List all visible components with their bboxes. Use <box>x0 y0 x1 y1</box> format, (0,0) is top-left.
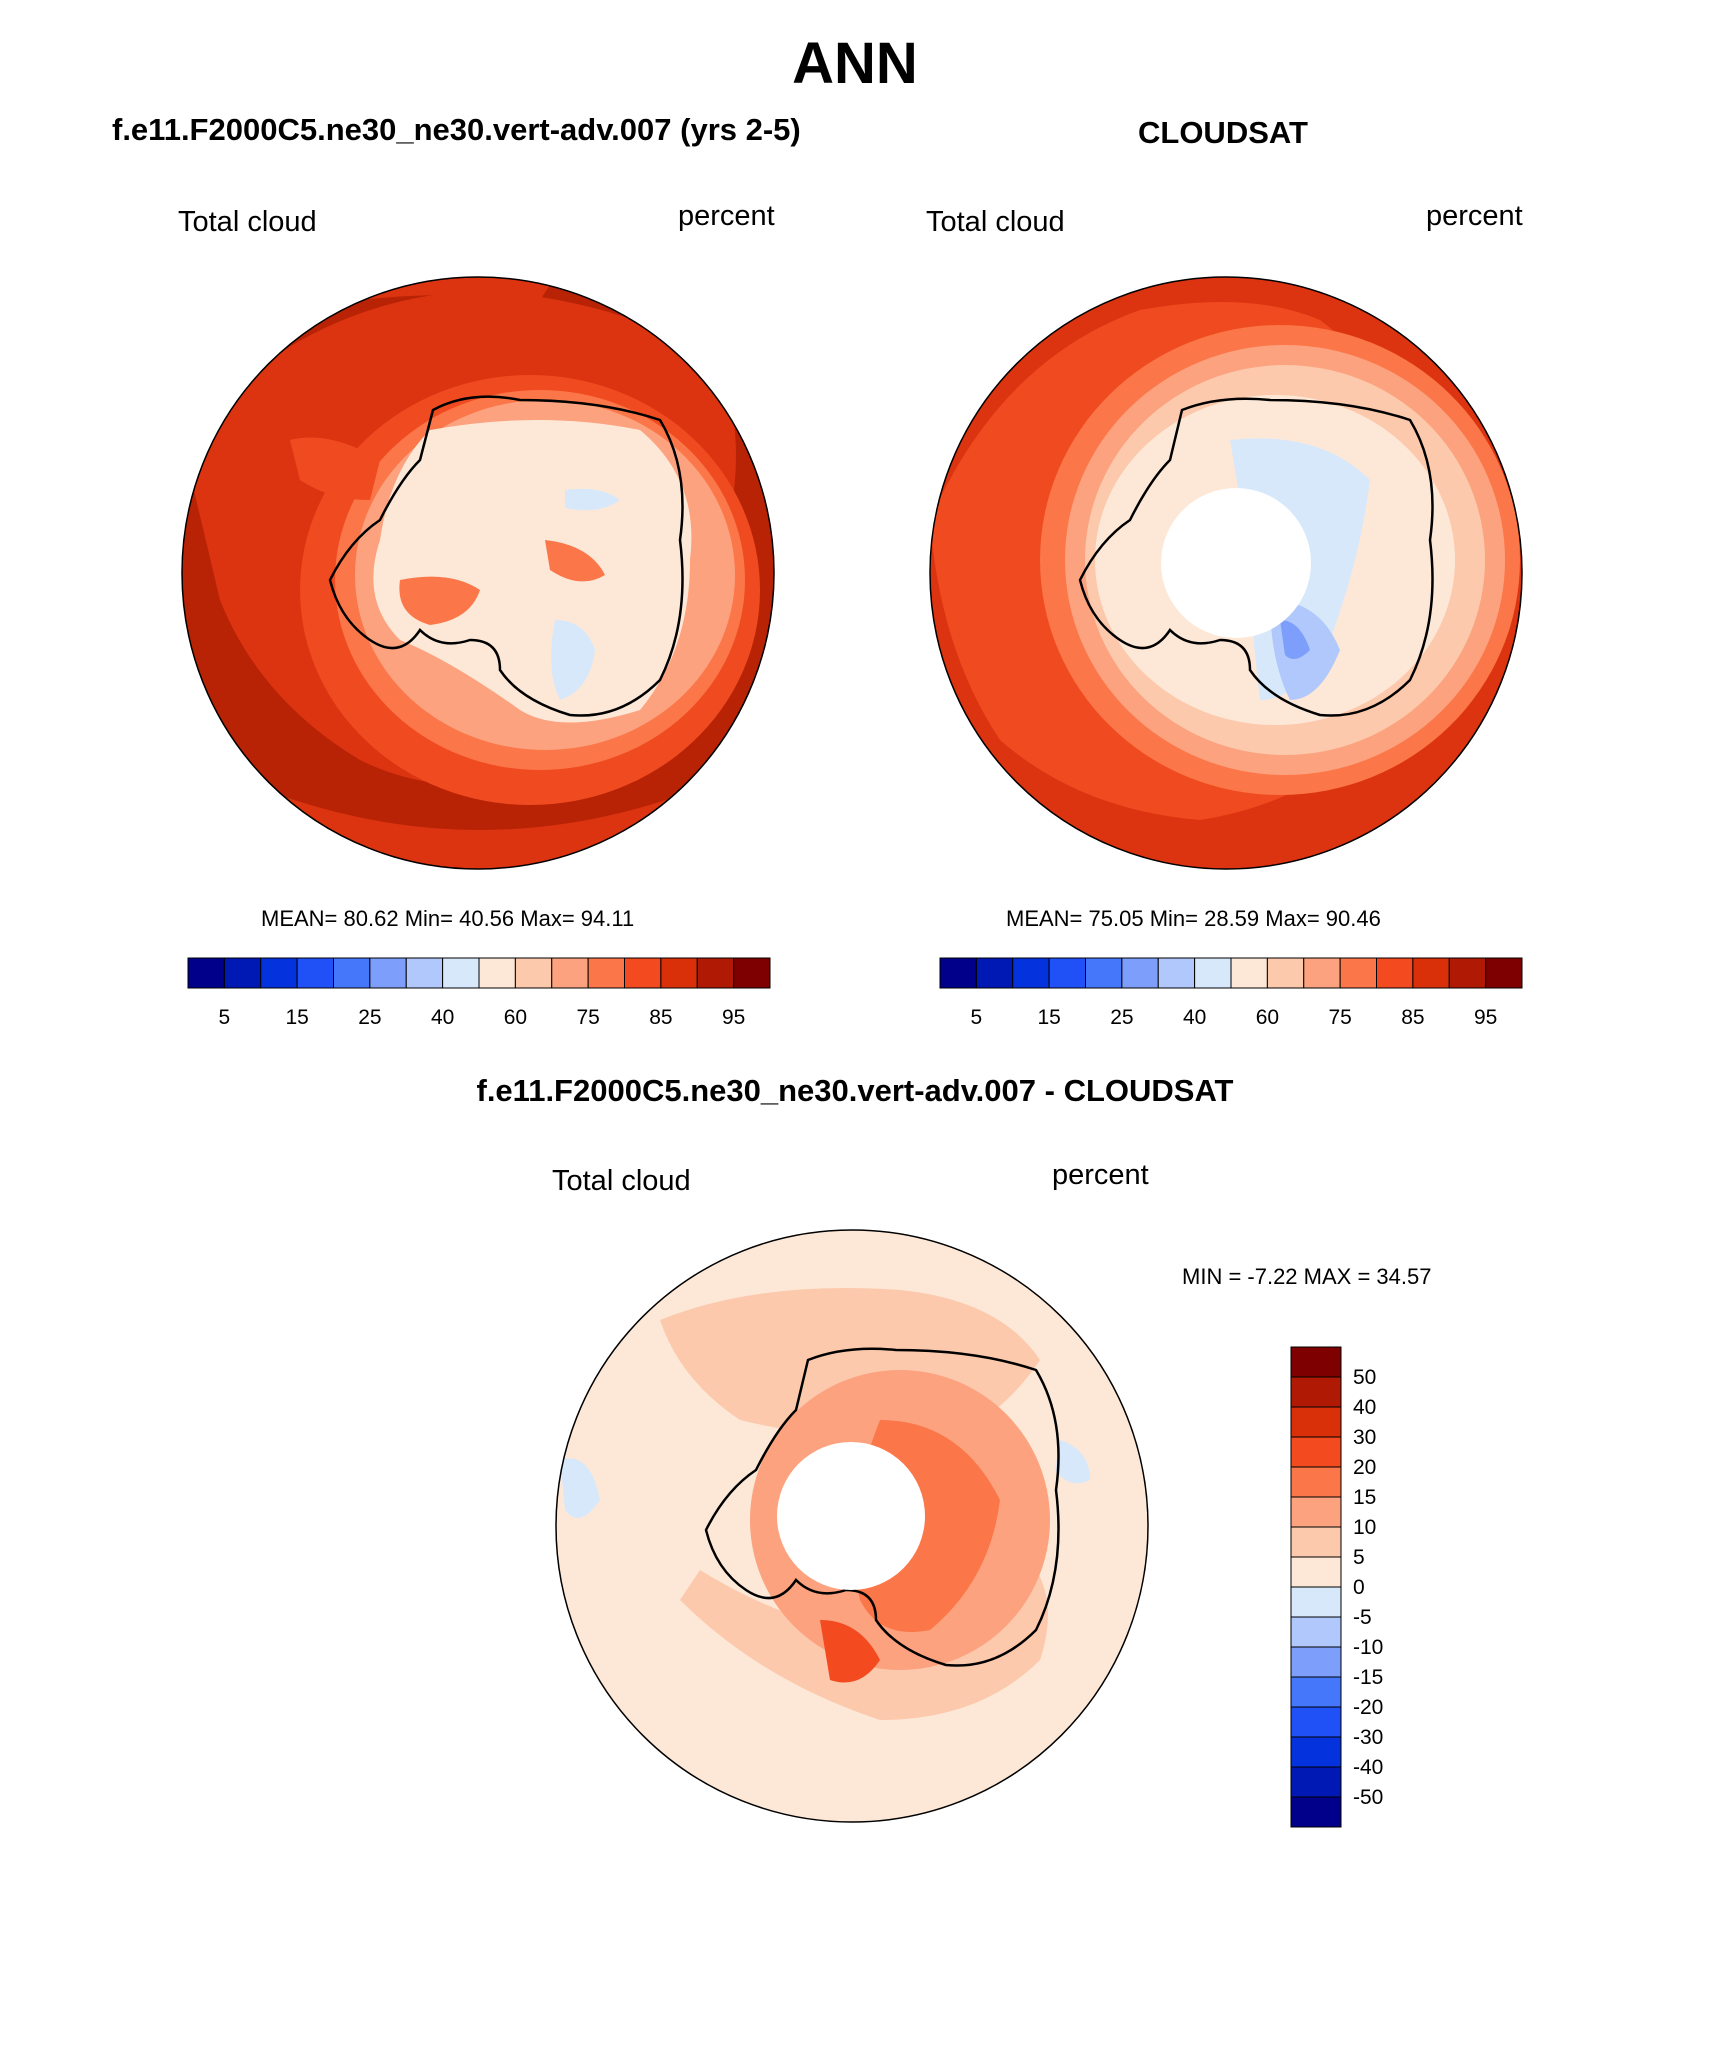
diff-colorbar-swatch <box>1290 1706 1342 1738</box>
test-stats: MEAN= 80.62 Min= 40.56 Max= 94.11 <box>261 906 635 931</box>
diff-colorbar-swatch <box>1290 1646 1342 1678</box>
diff-colorbar-tick-label: -40 <box>1353 1756 1383 1779</box>
test-colorbar-swatch <box>660 957 698 989</box>
test-colorbar-tick-label: 15 <box>285 1006 308 1029</box>
diff-colorbar-swatch <box>1290 1796 1342 1828</box>
diff-colorbar-tick-label: 15 <box>1353 1486 1376 1509</box>
test-colorbar-swatch <box>223 957 262 989</box>
figure-title: ANN <box>792 31 918 96</box>
test-colorbar-swatch <box>405 957 444 989</box>
diff-colorbar-tick-label: -30 <box>1353 1726 1383 1749</box>
diff-polar-map <box>556 1230 1148 1822</box>
test-colorbar-swatch <box>514 957 553 989</box>
test-colorbar-tick-label: 40 <box>431 1006 454 1029</box>
diff-colorbar-swatch <box>1290 1586 1342 1618</box>
test-colorbar: 5 15 25 40 60 75 85 95 <box>187 957 771 1029</box>
diff-colorbar-swatch <box>1290 1466 1342 1498</box>
diff-colorbar-tick-label: -5 <box>1353 1606 1372 1629</box>
diff-colorbar-tick-label: 40 <box>1353 1396 1376 1419</box>
diff-variable-label: Total cloud <box>552 1165 691 1197</box>
obs-colorbar-tick-label: 60 <box>1256 1006 1279 1029</box>
obs-colorbar-swatch <box>1266 957 1305 989</box>
obs-colorbar-tick-label: 40 <box>1183 1006 1206 1029</box>
diff-colorbar-tick-label: 5 <box>1353 1546 1365 1569</box>
diff-colorbar-swatch <box>1290 1676 1342 1708</box>
test-colorbar-swatch <box>587 957 625 989</box>
diff-colorbar-tick-label: -15 <box>1353 1666 1383 1689</box>
test-colorbar-tick-label: 95 <box>722 1006 745 1029</box>
obs-colorbar-swatch <box>1121 957 1159 989</box>
obs-colorbar-tick-label: 15 <box>1037 1006 1060 1029</box>
test-colorbar-swatch <box>733 957 771 989</box>
test-polar-map <box>182 277 774 869</box>
diff-colorbar-swatch <box>1290 1616 1342 1648</box>
diff-colorbar-tick-label: 0 <box>1353 1576 1365 1599</box>
obs-colorbar-swatch <box>1485 957 1523 989</box>
diff-colorbar-swatch <box>1290 1406 1342 1438</box>
obs-colorbar-swatch <box>1448 957 1487 989</box>
obs-colorbar-swatch <box>1085 957 1123 989</box>
test-units-label: percent <box>678 200 775 232</box>
test-colorbar-swatch <box>551 957 589 989</box>
diff-colorbar-swatch <box>1290 1556 1342 1588</box>
test-colorbar-swatch <box>296 957 334 989</box>
test-colorbar-swatch <box>478 957 516 989</box>
test-colorbar-swatch <box>442 957 480 989</box>
diff-colorbar-tick-label: -10 <box>1353 1636 1383 1659</box>
test-colorbar-swatch <box>333 957 371 989</box>
obs-colorbar-swatch <box>1048 957 1086 989</box>
obs-colorbar: 5 15 25 40 60 75 85 95 <box>939 957 1523 1029</box>
obs-colorbar-tick-label: 75 <box>1328 1006 1351 1029</box>
test-colorbar-tick-label: 5 <box>219 1006 231 1029</box>
test-colorbar-tick-label: 60 <box>504 1006 527 1029</box>
obs-colorbar-swatch <box>1230 957 1268 989</box>
test-colorbar-swatch <box>696 957 735 989</box>
test-colorbar-swatch <box>187 957 225 989</box>
obs-title: CLOUDSAT <box>1138 115 1308 150</box>
diff-colorbar-swatch <box>1290 1526 1342 1558</box>
obs-colorbar-swatch <box>1157 957 1196 989</box>
obs-colorbar-swatch <box>1194 957 1232 989</box>
test-colorbar-swatch <box>369 957 407 989</box>
diff-colorbar-swatch <box>1290 1346 1342 1378</box>
diff-colorbar-tick-label: 10 <box>1353 1516 1376 1539</box>
obs-colorbar-swatch <box>975 957 1014 989</box>
obs-colorbar-swatch <box>939 957 977 989</box>
test-colorbar-tick-label: 75 <box>576 1006 599 1029</box>
obs-colorbar-swatch <box>1339 957 1377 989</box>
obs-colorbar-swatch <box>1412 957 1450 989</box>
diff-colorbar-swatch <box>1290 1766 1342 1798</box>
obs-colorbar-tick-label: 95 <box>1474 1006 1497 1029</box>
diff-colorbar-tick-label: -20 <box>1353 1696 1383 1719</box>
test-case-title: f.e11.F2000C5.ne30_ne30.vert-adv.007 (yr… <box>112 112 801 147</box>
diff-units-label: percent <box>1052 1159 1149 1191</box>
diff-colorbar-swatch <box>1290 1496 1342 1528</box>
diff-stats: MIN = -7.22 MAX = 34.57 <box>1182 1264 1432 1289</box>
obs-units-label: percent <box>1426 200 1523 232</box>
diff-colorbar-tick-label: 30 <box>1353 1426 1376 1449</box>
obs-colorbar-tick-label: 25 <box>1110 1006 1133 1029</box>
diff-colorbar-swatch <box>1290 1736 1342 1768</box>
obs-colorbar-tick-label: 5 <box>971 1006 983 1029</box>
diff-colorbar-tick-label: 50 <box>1353 1366 1376 1389</box>
obs-colorbar-swatch <box>1376 957 1414 989</box>
diff-colorbar-swatch <box>1290 1376 1342 1408</box>
test-variable-label: Total cloud <box>178 206 317 238</box>
obs-polar-map <box>930 277 1522 869</box>
diff-colorbar-swatch <box>1290 1436 1342 1468</box>
obs-stats: MEAN= 75.05 Min= 28.59 Max= 90.46 <box>1006 906 1381 931</box>
obs-colorbar-swatch <box>1012 957 1050 989</box>
test-colorbar-tick-label: 85 <box>649 1006 672 1029</box>
diff-colorbar-tick-label: 20 <box>1353 1456 1376 1479</box>
diff-colorbar-tick-label: -50 <box>1353 1786 1383 1809</box>
test-colorbar-swatch <box>624 957 662 989</box>
test-colorbar-tick-label: 25 <box>358 1006 381 1029</box>
test-colorbar-swatch <box>260 957 298 989</box>
obs-colorbar-tick-label: 85 <box>1401 1006 1424 1029</box>
diff-title: f.e11.F2000C5.ne30_ne30.vert-adv.007 - C… <box>476 1073 1234 1108</box>
obs-variable-label: Total cloud <box>926 206 1065 238</box>
obs-colorbar-swatch <box>1303 957 1341 989</box>
